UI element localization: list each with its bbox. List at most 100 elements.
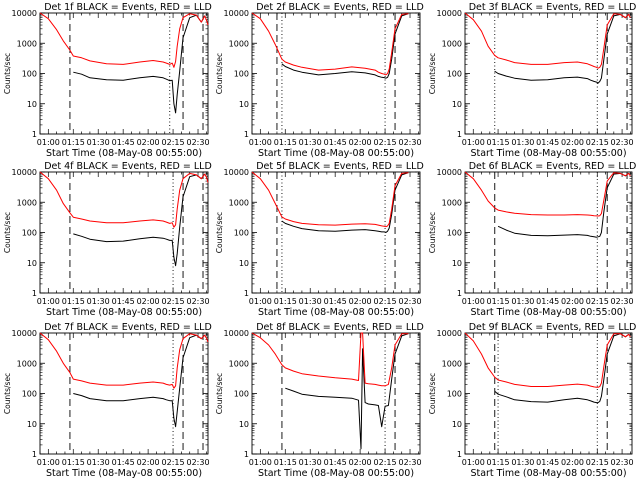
x-tick-label: 01:00: [249, 458, 272, 467]
x-tick-label: 01:15: [62, 138, 85, 147]
x-tick-label: 01:30: [511, 458, 534, 467]
x-axis-label: Start Time (08-May-08 00:55:00): [46, 148, 202, 159]
y-tick-label: 100: [22, 390, 37, 399]
x-tick-label: 02:15: [374, 458, 397, 467]
y-axis-label: Counts/sec: [215, 373, 224, 414]
x-tick-label: 02:15: [586, 297, 609, 306]
y-tick-label: 100: [234, 229, 249, 238]
y-axis-label: Counts/sec: [428, 373, 437, 414]
y-tick-label: 10: [27, 420, 37, 429]
y-tick-label: 10: [452, 259, 462, 268]
y-tick-label: 10000: [437, 168, 462, 177]
x-tick-label: 02:00: [349, 458, 372, 467]
x-tick-label: 02:30: [611, 297, 634, 306]
series-events-line: [494, 13, 630, 84]
y-tick-label: 10: [239, 259, 249, 268]
x-tick-label: 02:00: [349, 297, 372, 306]
x-tick-label: 01:00: [37, 297, 60, 306]
series-lld-line: [251, 332, 409, 387]
x-tick-label: 01:15: [274, 458, 297, 467]
x-tick-label: 01:30: [299, 297, 322, 306]
x-tick-label: 02:15: [586, 138, 609, 147]
x-axis-label: Start Time (08-May-08 00:55:00): [470, 148, 626, 159]
y-tick-label: 1000: [442, 39, 462, 48]
x-tick-label: 02:30: [398, 297, 421, 306]
x-tick-label: 01:00: [462, 297, 485, 306]
y-axis-label: Counts/sec: [215, 212, 224, 253]
panel-title: Det 6f BLACK = Events, RED = LLD: [469, 161, 637, 172]
panel-title: Det 9f BLACK = Events, RED = LLD: [469, 322, 637, 333]
x-tick-label: 02:15: [162, 138, 185, 147]
series-events-line: [73, 14, 206, 114]
x-tick-label: 02:30: [398, 138, 421, 147]
x-tick-label: 02:00: [137, 138, 160, 147]
series-lld-line: [39, 12, 209, 68]
y-tick-label: 1: [457, 289, 462, 298]
y-axis-label: Counts/sec: [428, 53, 437, 94]
x-tick-label: 02:30: [398, 458, 421, 467]
y-tick-label: 10000: [437, 9, 462, 18]
x-tick-label: 01:45: [112, 458, 135, 467]
x-tick-label: 01:30: [511, 138, 534, 147]
y-tick-label: 1: [457, 450, 462, 459]
y-tick-label: 1000: [229, 359, 249, 368]
x-tick-label: 02:30: [186, 138, 209, 147]
x-axis-label: Start Time (08-May-08 00:55:00): [258, 307, 414, 318]
y-tick-label: 100: [447, 70, 462, 79]
panel-det-9f: 1 10 100 1000 10000 01:00 01:15 01:30 01:45 02:00…: [428, 322, 636, 479]
series-events-line: [73, 173, 206, 267]
x-axis-label: Start Time (08-May-08 00:55:00): [470, 468, 626, 479]
x-tick-label: 02:00: [137, 297, 160, 306]
y-tick-label: 1: [244, 130, 249, 139]
panel-det-8f: 1 10 100 1000 10000 01:00 01:15 01:30 01:45 02:00…: [215, 322, 424, 479]
panel-title: Det 5f BLACK = Events, RED = LLD: [256, 161, 424, 172]
x-tick-label: 01:00: [462, 458, 485, 467]
y-axis-label: Counts/sec: [3, 212, 12, 253]
y-tick-label: 100: [22, 229, 37, 238]
panel-det-5f: 1 10 100 1000 10000 01:00 01:15 01:30 01:45 02:00…: [215, 161, 424, 318]
y-tick-label: 1: [32, 130, 37, 139]
x-tick-label: 02:15: [374, 138, 397, 147]
x-tick-label: 02:15: [162, 297, 185, 306]
y-tick-label: 100: [22, 70, 37, 79]
y-tick-label: 10: [452, 100, 462, 109]
y-tick-label: 100: [234, 390, 249, 399]
series-events-line: [281, 13, 409, 79]
y-tick-label: 10: [239, 420, 249, 429]
x-tick-label: 01:45: [324, 297, 347, 306]
panel-det-6f: 1 10 100 1000 10000 01:00 01:15 01:30 01:45 02:00…: [428, 161, 636, 318]
x-axis-label: Start Time (08-May-08 00:55:00): [258, 148, 414, 159]
x-axis-label: Start Time (08-May-08 00:55:00): [46, 307, 202, 318]
x-axis-label: Start Time (08-May-08 00:55:00): [470, 307, 626, 318]
x-tick-label: 02:30: [186, 458, 209, 467]
y-tick-label: 1: [457, 130, 462, 139]
y-tick-label: 1000: [17, 359, 37, 368]
y-tick-label: 10: [27, 259, 37, 268]
x-tick-label: 02:00: [561, 458, 584, 467]
x-tick-label: 02:00: [349, 138, 372, 147]
y-axis-label: Counts/sec: [3, 373, 12, 414]
x-axis-label: Start Time (08-May-08 00:55:00): [46, 468, 202, 479]
series-events-line: [285, 333, 409, 450]
x-tick-label: 02:00: [561, 297, 584, 306]
panel-title: Det 8f BLACK = Events, RED = LLD: [256, 322, 424, 333]
y-tick-label: 1: [32, 450, 37, 459]
y-tick-label: 1000: [17, 198, 37, 207]
y-tick-label: 10: [239, 100, 249, 109]
y-tick-label: 1000: [442, 198, 462, 207]
series-lld-line: [39, 332, 209, 389]
y-axis-label: Counts/sec: [3, 53, 12, 94]
panel-title: Det 2f BLACK = Events, RED = LLD: [256, 2, 424, 13]
x-tick-label: 02:15: [586, 458, 609, 467]
x-tick-label: 02:15: [162, 458, 185, 467]
x-tick-label: 01:15: [62, 458, 85, 467]
panel-title: Det 1f BLACK = Events, RED = LLD: [44, 2, 212, 13]
y-tick-label: 10000: [12, 329, 37, 338]
x-tick-label: 01:00: [462, 138, 485, 147]
y-tick-label: 1: [32, 289, 37, 298]
series-events-line: [494, 333, 629, 404]
x-tick-label: 01:45: [112, 297, 135, 306]
x-tick-label: 01:15: [487, 458, 510, 467]
x-tick-label: 01:00: [249, 138, 272, 147]
